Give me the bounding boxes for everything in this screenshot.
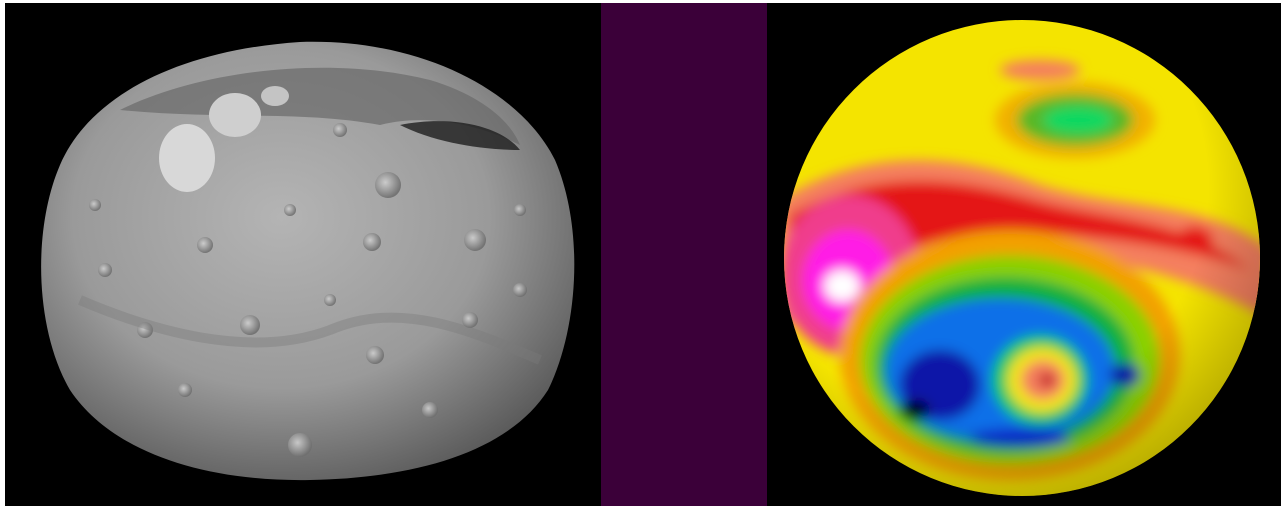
divider-band — [601, 3, 767, 506]
asteroid-photo — [41, 41, 575, 481]
topography-sphere — [784, 20, 1260, 496]
